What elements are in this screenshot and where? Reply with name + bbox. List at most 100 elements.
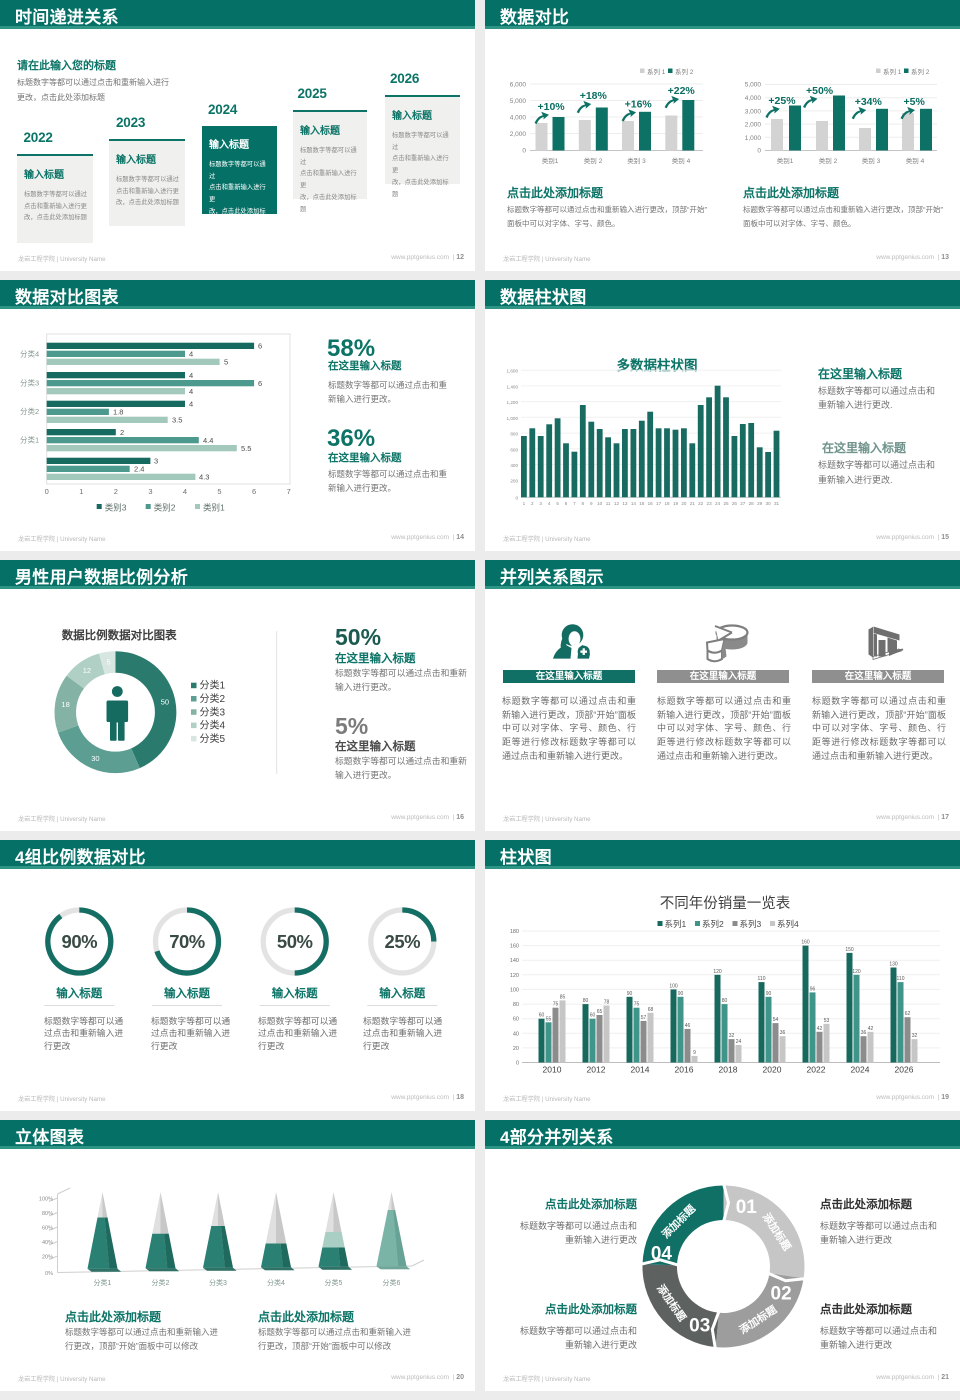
svg-text:23: 23 [707, 501, 713, 506]
svg-text:1,400: 1,400 [507, 384, 519, 389]
svg-text:分类1: 分类1 [94, 1278, 112, 1287]
svg-text:类别 4: 类别 4 [906, 156, 925, 165]
svg-text:0: 0 [516, 1061, 519, 1067]
svg-text:5: 5 [556, 501, 559, 506]
svg-text:75: 75 [553, 1002, 559, 1008]
svg-text:30: 30 [91, 754, 99, 763]
svg-text:90: 90 [678, 991, 684, 997]
svg-text:2022: 2022 [807, 1065, 826, 1075]
svg-text:50: 50 [161, 697, 169, 706]
svg-text:5: 5 [217, 487, 221, 496]
svg-text:7: 7 [287, 487, 291, 496]
svg-text:32: 32 [912, 1033, 918, 1039]
svg-text:4: 4 [189, 371, 193, 380]
svg-text:类别 3: 类别 3 [862, 156, 881, 165]
svg-text:输入标题: 输入标题 [272, 986, 318, 1000]
svg-text:8: 8 [582, 501, 585, 506]
svg-text:1: 1 [523, 501, 526, 506]
svg-text:5.5: 5.5 [241, 444, 251, 453]
svg-text:1.8: 1.8 [113, 408, 123, 417]
svg-text:800: 800 [510, 432, 518, 437]
svg-text:40%: 40% [42, 1240, 53, 1246]
svg-text:30: 30 [766, 501, 772, 506]
svg-text:85: 85 [560, 994, 566, 1000]
svg-text:+18%: +18% [580, 90, 608, 102]
svg-text:31: 31 [774, 501, 780, 506]
svg-text:0: 0 [45, 487, 49, 496]
svg-text:9: 9 [693, 1050, 696, 1056]
svg-text:02: 02 [771, 1283, 792, 1304]
svg-text:3: 3 [148, 487, 152, 496]
svg-text:输入标题: 输入标题 [164, 986, 210, 1000]
svg-text:6,000: 6,000 [510, 82, 527, 89]
svg-text:32: 32 [729, 1033, 735, 1039]
svg-text:110: 110 [897, 976, 905, 982]
svg-text:42: 42 [868, 1026, 874, 1032]
svg-text:20: 20 [681, 501, 687, 506]
svg-text:150: 150 [845, 947, 854, 953]
svg-text:4,000: 4,000 [745, 95, 762, 102]
svg-text:类别 2: 类别 2 [584, 156, 603, 165]
svg-text:类别3: 类别3 [105, 503, 127, 513]
svg-text:2010: 2010 [543, 1065, 562, 1075]
svg-text:分类3: 分类3 [209, 1278, 227, 1287]
svg-text:0: 0 [522, 148, 526, 155]
svg-text:55: 55 [546, 1016, 552, 1022]
svg-text:15: 15 [639, 501, 645, 506]
svg-text:2020: 2020 [763, 1065, 782, 1075]
svg-text:14: 14 [631, 501, 637, 506]
svg-text:分类1: 分类1 [200, 679, 226, 692]
svg-text:6: 6 [258, 379, 262, 388]
svg-text:2018: 2018 [719, 1065, 738, 1075]
svg-text:60: 60 [539, 1013, 545, 1019]
svg-text:6: 6 [258, 342, 262, 351]
svg-text:600: 600 [510, 447, 518, 452]
svg-text:16: 16 [648, 501, 654, 506]
svg-text:4,000: 4,000 [510, 115, 527, 122]
svg-text:分类3: 分类3 [20, 378, 39, 388]
svg-text:系列4: 系列4 [777, 919, 799, 929]
svg-text:+5%: +5% [904, 96, 926, 108]
svg-text:54: 54 [773, 1017, 779, 1023]
svg-text:4: 4 [189, 387, 193, 396]
svg-text:2012: 2012 [587, 1065, 606, 1075]
svg-text:110: 110 [758, 976, 766, 982]
svg-text:类别1: 类别1 [777, 156, 794, 165]
svg-text:3: 3 [154, 457, 158, 466]
svg-text:90: 90 [766, 991, 772, 997]
svg-text:2,000: 2,000 [510, 131, 527, 138]
svg-text:4: 4 [189, 400, 193, 409]
svg-text:5,000: 5,000 [745, 82, 762, 89]
svg-text:2016: 2016 [675, 1065, 694, 1075]
svg-text:类别1: 类别1 [542, 156, 559, 165]
svg-text:2026: 2026 [895, 1065, 914, 1075]
svg-text:5: 5 [224, 358, 228, 367]
svg-text:分类4: 分类4 [20, 349, 39, 359]
svg-text:5,000: 5,000 [510, 98, 527, 105]
svg-text:4: 4 [189, 350, 193, 359]
svg-text:60: 60 [513, 1017, 519, 1023]
svg-text:18: 18 [61, 700, 69, 709]
svg-text:75: 75 [634, 1002, 640, 1008]
svg-text:96: 96 [810, 986, 816, 992]
svg-text:6: 6 [252, 487, 256, 496]
svg-text:29: 29 [757, 501, 763, 506]
svg-text:12: 12 [614, 501, 620, 506]
svg-text:类别 3: 类别 3 [627, 156, 646, 165]
svg-text:17: 17 [656, 501, 662, 506]
svg-text:+25%: +25% [768, 95, 796, 107]
svg-text:100: 100 [510, 987, 519, 993]
svg-text:50%: 50% [277, 931, 313, 952]
svg-text:+10%: +10% [538, 101, 566, 113]
svg-text:分类2: 分类2 [200, 692, 226, 705]
svg-text:分类5: 分类5 [325, 1278, 343, 1287]
svg-text:18: 18 [664, 501, 670, 506]
svg-text:+34%: +34% [855, 96, 883, 108]
svg-text:分类4: 分类4 [267, 1278, 285, 1287]
svg-text:80: 80 [583, 998, 589, 1004]
svg-text:系列2: 系列2 [702, 919, 724, 929]
svg-text:57: 57 [641, 1015, 647, 1021]
svg-text:系列 1: 系列 1 [883, 67, 902, 76]
svg-text:1,000: 1,000 [507, 416, 519, 421]
svg-text:100: 100 [669, 983, 678, 989]
